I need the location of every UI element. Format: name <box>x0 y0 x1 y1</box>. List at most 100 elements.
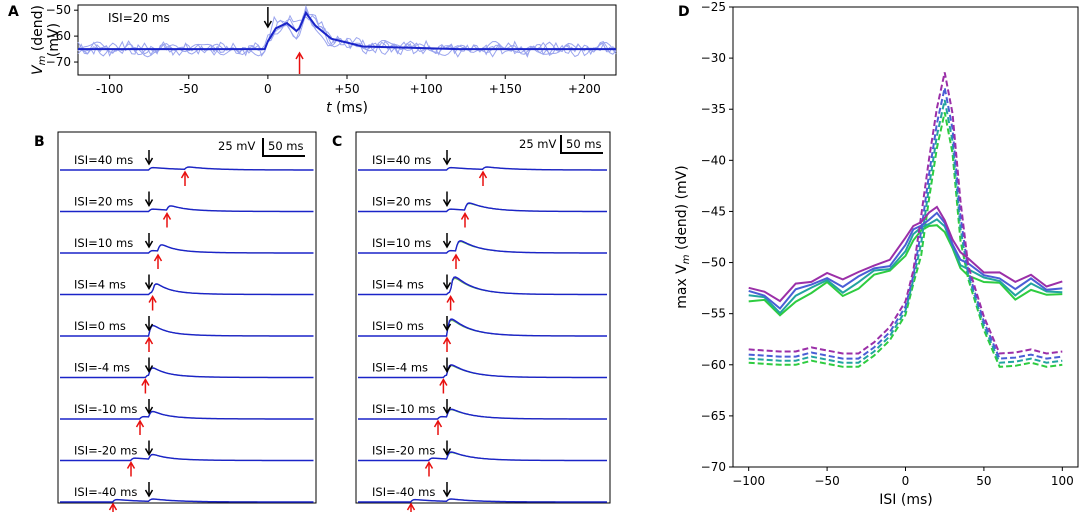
b-red-arrow-head <box>148 295 157 303</box>
a-ytick-label: −60 <box>46 29 71 43</box>
b-red-arrow-head <box>141 378 150 386</box>
c-red-arrow-head <box>460 212 470 220</box>
c-trace-blue <box>358 451 607 462</box>
b-red-arrow <box>126 461 136 477</box>
panel-c-scalebar <box>560 135 603 154</box>
c-trace-label: ISI=-40 ms <box>372 485 435 499</box>
c-red-arrow-head <box>442 336 452 345</box>
b-black-arrow <box>144 357 154 373</box>
b-trace-label: ISI=0 ms <box>74 319 126 333</box>
a-xtick-label: +100 <box>410 82 443 96</box>
c-trace-label: ISI=40 ms <box>372 153 431 167</box>
a-xtick-label: 0 <box>264 82 272 96</box>
b-trace-label: ISI=-40 ms <box>74 485 137 499</box>
c-black-arrow <box>442 482 452 498</box>
d-ytick-label: −25 <box>701 0 726 14</box>
c-trace-label: ISI=-4 ms <box>372 361 428 375</box>
panel-d-series <box>748 72 1063 368</box>
c-black-arrow <box>442 399 452 415</box>
d-ytick-label: −55 <box>701 307 726 321</box>
panel-c-scalebar-voltage: 25 mV <box>519 137 556 151</box>
b-black-arrow-head <box>144 323 154 332</box>
d-ytick-label: −35 <box>701 102 726 116</box>
a-ytick-label: −70 <box>46 55 71 69</box>
c-black-arrow <box>442 233 452 249</box>
c-trace-blue <box>358 276 607 296</box>
a-black-arrow-head <box>263 20 273 29</box>
a-xtick-label: +200 <box>568 82 601 96</box>
d-ytick-label: −65 <box>701 409 726 423</box>
panel-a-ylabel-line2: (mV) <box>46 23 62 57</box>
b-trace-blue <box>60 283 314 296</box>
d-xtick-label: 0 <box>902 474 910 488</box>
b-trace-blue <box>60 205 314 213</box>
b-red-arrow-head <box>144 336 154 345</box>
b-trace-blue <box>60 244 314 254</box>
a-xtick-label: +50 <box>334 82 359 96</box>
c-trace-blue <box>358 202 607 213</box>
panel-a-stim-arrows <box>263 7 304 74</box>
c-red-arrow-head <box>446 295 455 303</box>
panel-c: ISI=40 ms ISI=20 ms ISI=10 ms ISI=4 ms ISI=0… <box>355 131 611 512</box>
a-xtick-label: -100 <box>96 82 123 96</box>
c-black-arrow <box>442 274 452 290</box>
d-dashed-line-teal <box>748 99 1063 364</box>
d-dashed-line-blue <box>748 87 1063 360</box>
b-red-arrow-head <box>126 461 136 469</box>
c-trace-blue <box>358 364 607 379</box>
c-red-arrow <box>446 295 455 311</box>
panel-c-traces: ISI=40 ms ISI=20 ms ISI=10 ms ISI=4 ms ISI=0… <box>358 150 607 512</box>
c-black-arrow-head <box>442 489 452 498</box>
panel-b-traces: ISI=40 ms ISI=20 ms ISI=10 ms ISI=4 ms ISI=0… <box>60 150 314 512</box>
panel-d-xlabel: ISI (ms) <box>879 492 932 508</box>
b-trace-blue <box>60 498 314 503</box>
panel-c-frame <box>355 131 611 504</box>
c-red-arrow <box>406 502 416 512</box>
b-black-arrow <box>144 316 154 332</box>
panel-b: ISI=40 ms ISI=20 ms ISI=10 ms ISI=4 ms ISI=0… <box>57 131 317 512</box>
panel-a-mean-trace <box>78 10 616 51</box>
c-trace-label: ISI=20 ms <box>372 195 431 209</box>
c-trace-blue <box>358 498 607 503</box>
d-ytick-label: −70 <box>701 460 726 474</box>
c-red-arrow <box>439 378 448 394</box>
c-red-arrow <box>478 170 488 186</box>
c-trace-blue <box>358 318 607 337</box>
c-trace-label: ISI=10 ms <box>372 236 431 250</box>
c-black-arrow-head <box>442 448 452 456</box>
d-ytick-label: −40 <box>701 153 726 167</box>
c-black-arrow <box>442 150 452 166</box>
d-ytick-label: −60 <box>701 358 726 372</box>
a-red-arrow <box>295 51 304 74</box>
b-black-arrow-head <box>144 240 154 249</box>
c-red-arrow-head <box>433 419 443 428</box>
b-black-arrow <box>144 150 154 166</box>
panel-d-y-ticks: −70 −65 −60 −55 −50 −45 −40 −35 −30 −25 <box>701 0 733 474</box>
a-xtick-label: +150 <box>489 82 522 96</box>
panel-b-scalebar-voltage: 25 mV <box>218 139 255 153</box>
b-red-arrow <box>162 212 172 228</box>
c-black-arrow <box>442 440 452 456</box>
b-trace-blue <box>60 367 314 379</box>
a-red-arrow-head <box>295 51 304 60</box>
b-trace-label: ISI=20 ms <box>74 195 133 209</box>
b-red-arrow <box>141 378 150 394</box>
b-red-arrow-head <box>162 212 172 220</box>
panel-a-ylabel-line1: Vm (dend) <box>30 5 48 75</box>
a-ytick-label: −50 <box>46 3 71 17</box>
b-trace-label: ISI=10 ms <box>74 236 133 250</box>
b-red-arrow <box>144 336 154 352</box>
b-red-arrow <box>180 170 190 186</box>
c-red-arrow-head <box>451 253 461 262</box>
c-black-arrow-head <box>442 240 452 249</box>
b-black-arrow <box>144 482 154 498</box>
b-trace-label: ISI=4 ms <box>74 278 126 292</box>
b-black-arrow-head <box>144 199 154 207</box>
b-trace-blue <box>60 166 314 171</box>
c-black-arrow-head <box>442 199 452 207</box>
panel-c-scalebar-time: 50 ms <box>566 137 601 151</box>
c-red-arrow <box>433 419 443 435</box>
c-black-arrow-head <box>442 365 452 373</box>
panel-label-a: A <box>8 4 19 20</box>
